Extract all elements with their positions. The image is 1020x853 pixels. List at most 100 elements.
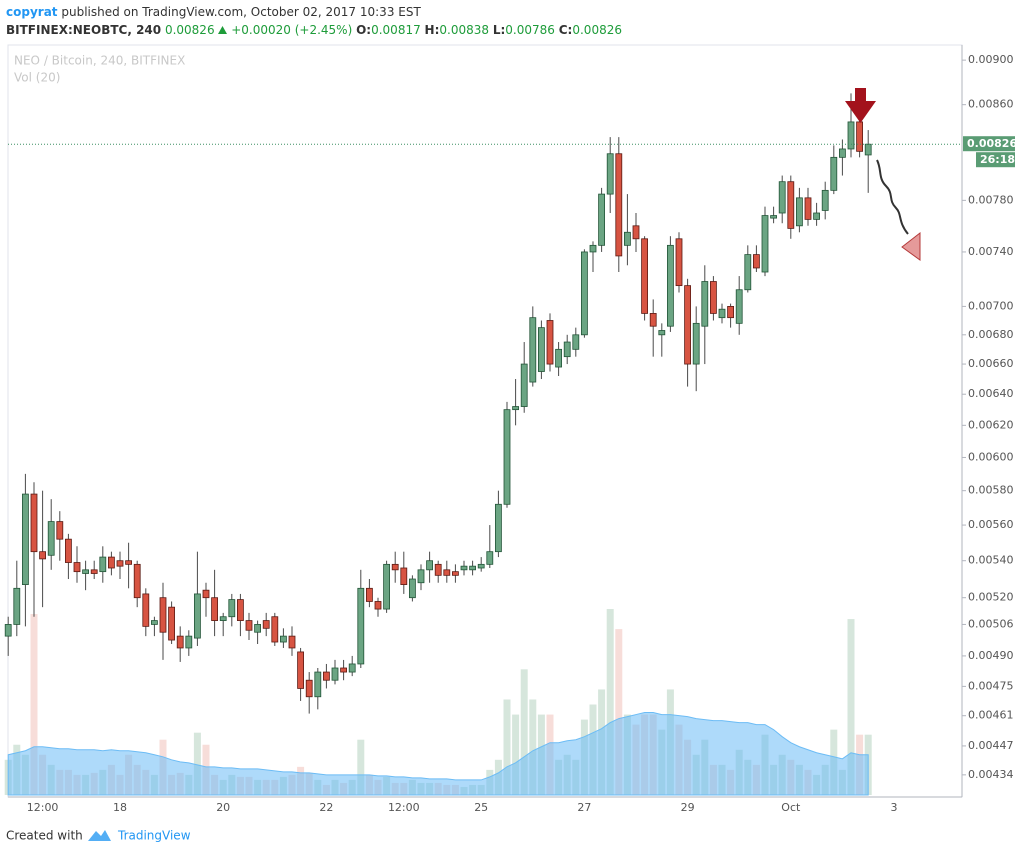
x-tick-label: 22 xyxy=(319,801,333,814)
candle-body xyxy=(314,671,322,698)
footer-created: Created with xyxy=(6,829,83,843)
y-tick-label: 0.00700 xyxy=(968,299,1014,312)
candle-body xyxy=(133,563,141,599)
y-tick-label: 0.00740 xyxy=(968,245,1014,258)
projection-triangle xyxy=(901,231,921,261)
candle-body xyxy=(288,635,296,649)
candle-body xyxy=(494,503,502,553)
candle-body xyxy=(744,254,752,291)
candle-body xyxy=(770,215,777,219)
ohlc-value: 0.00786 xyxy=(505,23,555,37)
volume-bar xyxy=(193,732,201,795)
ohlc-value: 0.00817 xyxy=(371,23,421,37)
candle-body xyxy=(426,560,434,571)
candle-body xyxy=(520,363,528,407)
volume-bar xyxy=(30,614,38,795)
candle-body xyxy=(624,231,631,246)
x-tick-label: 12:00 xyxy=(388,801,420,814)
y-tick-label: 0.00560 xyxy=(968,518,1014,531)
candle-body xyxy=(219,616,227,621)
candle-body xyxy=(322,671,330,681)
candle-body xyxy=(847,121,855,150)
x-tick-label: 18 xyxy=(113,801,127,814)
candle-body xyxy=(796,197,803,227)
candle-body xyxy=(254,624,262,633)
header: copyrat published on TradingView.com, Oc… xyxy=(6,3,622,39)
y-tick-label: 0.00434 xyxy=(968,768,1014,781)
candle-body xyxy=(202,589,210,599)
y-tick-label: 0.00490 xyxy=(968,649,1014,662)
projection-curve xyxy=(876,159,909,235)
candle-body xyxy=(821,189,829,211)
candle-body xyxy=(65,538,72,563)
candle-body xyxy=(451,571,459,576)
candle-body xyxy=(348,663,356,673)
candle-body xyxy=(658,330,666,336)
candle-body xyxy=(856,121,863,152)
x-tick-label: 29 xyxy=(681,801,695,814)
candle-body xyxy=(408,578,416,599)
candle-body xyxy=(228,599,236,618)
y-tick-label: 0.00520 xyxy=(968,591,1014,604)
candle-body xyxy=(649,313,657,327)
candle-body xyxy=(546,320,554,365)
footer-brand[interactable]: TradingView xyxy=(117,829,191,843)
axes-layer: 0.00900 0.00860 0.00780 0.00740 0.00700 0.006… xyxy=(8,45,1017,814)
candle-body xyxy=(512,406,519,411)
candle-body xyxy=(400,567,408,585)
candle-body xyxy=(787,181,795,229)
last-price: 0.00826 xyxy=(164,23,215,37)
candle-body xyxy=(830,156,838,191)
ohlc-label: H: xyxy=(424,23,440,37)
y-tick-label: 0.00780 xyxy=(968,193,1014,206)
symbol: BITFINEX:NEOBTC, 240 xyxy=(6,23,162,37)
candle-body xyxy=(864,143,872,156)
candle-body xyxy=(116,560,124,567)
ohlc-value: 0.00826 xyxy=(572,23,622,37)
ohlc-value: 0.00838 xyxy=(439,23,490,37)
candle-body xyxy=(262,620,270,629)
y-tick-label: 0.00900 xyxy=(968,53,1014,66)
candle-body xyxy=(357,587,365,665)
volume-bar xyxy=(615,629,623,795)
candle-body xyxy=(813,212,820,220)
last-price-tag xyxy=(963,136,1015,152)
candle-body xyxy=(555,348,562,368)
candle-body xyxy=(753,254,760,269)
author[interactable]: copyrat xyxy=(6,5,58,19)
countdown-label: 26:18 xyxy=(980,153,1015,166)
candle-body xyxy=(305,679,313,698)
y-tick-label: 0.00475 xyxy=(968,679,1014,692)
candle-body xyxy=(56,521,64,540)
candle-body xyxy=(193,593,201,639)
candle-body xyxy=(383,563,391,610)
candle-body xyxy=(598,193,605,246)
candle-body xyxy=(4,624,12,637)
candle-body xyxy=(615,153,623,257)
header-line-1: copyrat published on TradingView.com, Oc… xyxy=(6,3,622,21)
candle-body xyxy=(211,597,219,621)
candle-body xyxy=(365,587,373,602)
change: +0.00020 (+2.45%) xyxy=(231,23,353,37)
candle-body xyxy=(331,667,339,681)
candle-body xyxy=(150,620,158,625)
volume-title: Vol (20) xyxy=(14,71,60,85)
candle-body xyxy=(460,565,468,571)
candle-body xyxy=(804,197,812,220)
candle-body xyxy=(538,327,545,372)
candle-body xyxy=(47,521,55,556)
x-tick-label: 27 xyxy=(577,801,591,814)
candle-body xyxy=(21,493,29,585)
volume-bar xyxy=(512,714,520,795)
x-tick-label: Oct xyxy=(781,801,801,814)
candle-body xyxy=(469,565,477,571)
candle-body xyxy=(340,667,348,673)
candle-body xyxy=(641,238,648,314)
candle-body xyxy=(778,181,786,214)
volume-bar xyxy=(847,619,855,795)
volume-bar xyxy=(357,739,365,795)
candle-body xyxy=(39,551,46,560)
volume-bar xyxy=(529,699,537,795)
y-tick-label: 0.00660 xyxy=(968,357,1014,370)
